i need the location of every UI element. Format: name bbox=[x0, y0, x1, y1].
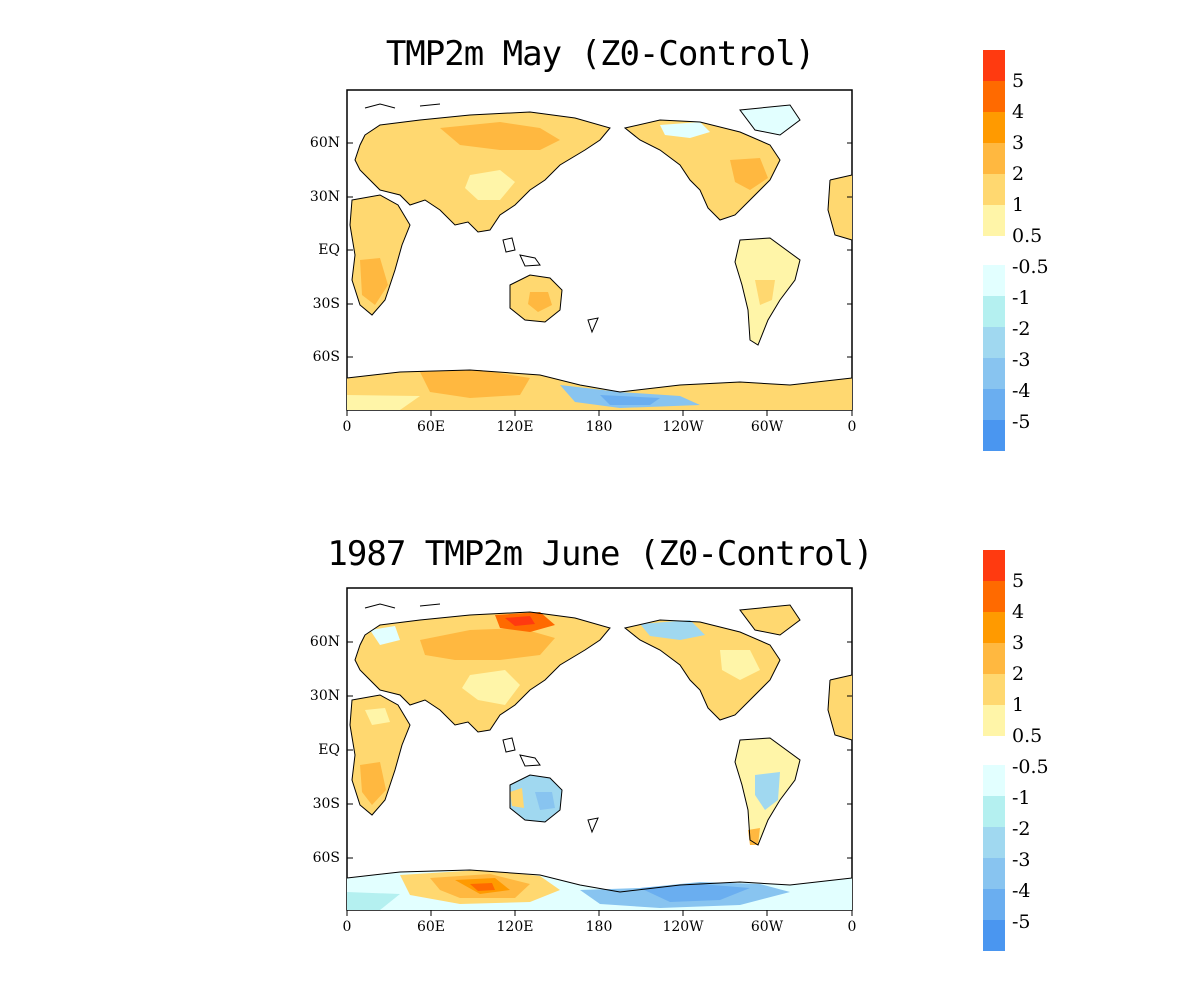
colorbar-swatch bbox=[983, 674, 1005, 705]
lat-tick-label: EQ bbox=[318, 742, 340, 758]
colorbar-swatch bbox=[983, 889, 1005, 920]
lat-tick-label: EQ bbox=[318, 242, 340, 258]
colorbar bbox=[983, 50, 1005, 451]
colorbar-swatch bbox=[983, 827, 1005, 858]
lat-tick-label: 30N bbox=[309, 189, 340, 205]
lat-tick-label: 30S bbox=[312, 296, 340, 312]
colorbar-swatch bbox=[983, 550, 1005, 581]
colorbar-label: -0.5 bbox=[1012, 756, 1049, 778]
colorbar-label: 1 bbox=[1012, 694, 1025, 716]
colorbar-swatch bbox=[983, 796, 1005, 827]
colorbar-swatch bbox=[983, 858, 1005, 889]
colorbar-swatch bbox=[983, 705, 1005, 736]
lon-tick-label: 120E bbox=[496, 419, 534, 435]
colorbar-label: 5 bbox=[1012, 570, 1025, 592]
colorbar-label: 0.5 bbox=[1012, 725, 1043, 747]
lat-tick-label: 60N bbox=[309, 135, 340, 151]
lat-tick-label: 60S bbox=[312, 850, 340, 866]
colorbar-label: 4 bbox=[1012, 601, 1025, 623]
colorbar-swatch bbox=[983, 420, 1005, 451]
colorbar-label: -0.5 bbox=[1012, 256, 1049, 278]
colorbar-swatch bbox=[983, 265, 1005, 296]
lon-ticks bbox=[346, 910, 853, 916]
lon-tick-label: 60W bbox=[750, 919, 784, 935]
lon-tick-label: 0 bbox=[847, 419, 857, 435]
colorbar-swatch bbox=[983, 358, 1005, 389]
lon-tick-label: 120W bbox=[662, 919, 704, 935]
colorbar-swatch bbox=[983, 81, 1005, 112]
lon-tick-label: 180 bbox=[585, 419, 613, 435]
map-panel-may: TMP2m May (Z0-Control) bbox=[309, 34, 1049, 451]
anomaly-fill bbox=[347, 605, 852, 910]
colorbar-swatch bbox=[983, 612, 1005, 643]
colorbar-label: -5 bbox=[1012, 911, 1031, 933]
colorbar-label: 1 bbox=[1012, 194, 1025, 216]
lat-tick-label: 30N bbox=[309, 688, 340, 704]
lat-tick-label: 60N bbox=[309, 634, 340, 650]
colorbar-label: 3 bbox=[1012, 632, 1025, 654]
colorbar-label: -1 bbox=[1012, 287, 1031, 309]
lon-tick-label: 120E bbox=[496, 919, 534, 935]
colorbar-swatch bbox=[983, 205, 1005, 236]
colorbar-label: -2 bbox=[1012, 318, 1031, 340]
map-plot bbox=[346, 50, 1005, 451]
colorbar-swatch bbox=[983, 112, 1005, 143]
colorbar-swatch bbox=[983, 920, 1005, 951]
colorbar-swatch bbox=[983, 296, 1005, 327]
colorbar-label: 5 bbox=[1012, 70, 1025, 92]
map-title: 1987 TMP2m June (Z0-Control) bbox=[327, 534, 873, 574]
colorbar-swatch bbox=[983, 581, 1005, 612]
colorbar-label: 4 bbox=[1012, 101, 1025, 123]
colorbar-swatch bbox=[983, 50, 1005, 81]
lon-tick-label: 60E bbox=[416, 419, 446, 435]
lon-tick-label: 60W bbox=[750, 419, 784, 435]
colorbar-label: -1 bbox=[1012, 787, 1031, 809]
colorbar-swatch bbox=[983, 389, 1005, 420]
colorbar-label: -3 bbox=[1012, 349, 1031, 371]
lat-ticks bbox=[347, 142, 852, 358]
colorbar-swatch bbox=[983, 143, 1005, 174]
map-plot bbox=[346, 550, 1005, 951]
colorbar-label: 3 bbox=[1012, 132, 1025, 154]
map-panel-june: 1987 TMP2m June (Z0-Control) bbox=[0, 500, 1200, 1000]
lat-ticks bbox=[347, 641, 852, 859]
lon-tick-label: 0 bbox=[342, 919, 352, 935]
lat-tick-label: 60S bbox=[312, 349, 340, 365]
colorbar-label: -3 bbox=[1012, 849, 1031, 871]
lon-tick-label: 120W bbox=[662, 419, 704, 435]
map-title: TMP2m May (Z0-Control) bbox=[385, 34, 815, 74]
colorbar-swatch bbox=[983, 643, 1005, 674]
lon-tick-label: 180 bbox=[585, 919, 613, 935]
colorbar-label: 0.5 bbox=[1012, 225, 1043, 247]
colorbar-swatch bbox=[983, 765, 1005, 796]
colorbar-label: 2 bbox=[1012, 663, 1025, 685]
lon-tick-label: 0 bbox=[342, 419, 352, 435]
lon-ticks bbox=[346, 410, 853, 416]
colorbar-swatch bbox=[983, 174, 1005, 205]
colorbar-swatch bbox=[983, 327, 1005, 358]
colorbar-label: -2 bbox=[1012, 818, 1031, 840]
coastlines bbox=[346, 603, 853, 893]
coastlines bbox=[346, 103, 853, 393]
colorbar bbox=[983, 550, 1005, 951]
colorbar-label: -5 bbox=[1012, 411, 1031, 433]
colorbar-label: -4 bbox=[1012, 880, 1031, 902]
colorbar-label: -4 bbox=[1012, 380, 1031, 402]
lon-tick-label: 0 bbox=[847, 919, 857, 935]
colorbar-label: 2 bbox=[1012, 163, 1025, 185]
lon-tick-label: 60E bbox=[416, 919, 446, 935]
lat-tick-label: 30S bbox=[312, 796, 340, 812]
